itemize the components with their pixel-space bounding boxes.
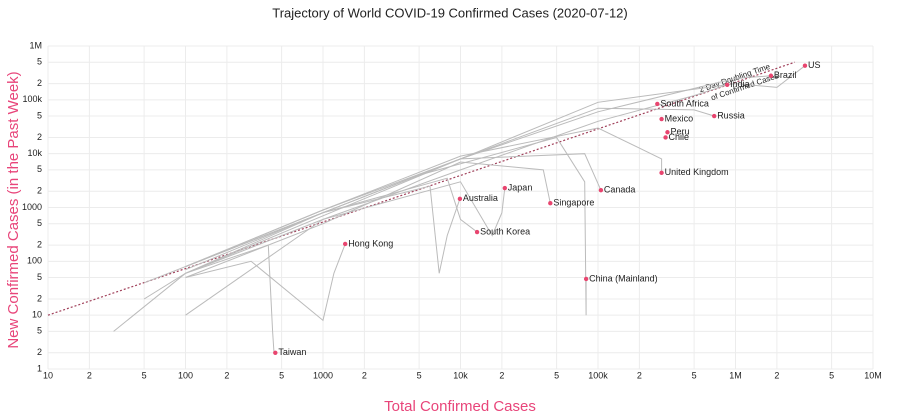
country-point xyxy=(663,135,668,140)
y-tick-label: 2 xyxy=(37,293,42,303)
country-label: Chile xyxy=(669,132,690,142)
x-tick-label: 10k xyxy=(453,370,468,380)
country-label: US xyxy=(808,60,821,70)
x-tick-label: 10 xyxy=(43,370,53,380)
x-tick-label: 100k xyxy=(588,370,608,380)
reference-line xyxy=(47,61,796,316)
y-tick-label: 1M xyxy=(29,40,42,50)
x-tick-label: 2 xyxy=(87,370,92,380)
y-tick-label: 2 xyxy=(37,240,42,250)
x-tick-label: 1000 xyxy=(313,370,333,380)
x-tick-label: 2 xyxy=(637,370,642,380)
x-tick-label: 5 xyxy=(142,370,147,380)
country-label: Japan xyxy=(508,182,533,192)
y-tick-label: 1 xyxy=(37,363,42,373)
country-label: Singapore xyxy=(553,198,594,208)
x-tick-label: 2 xyxy=(362,370,367,380)
country-point xyxy=(724,82,730,88)
y-tick-label: 2 xyxy=(37,132,42,142)
x-tick-label: 5 xyxy=(692,370,697,380)
country-label: Australia xyxy=(463,193,498,203)
x-axis-label: Total Confirmed Cases xyxy=(384,398,536,415)
x-tick-label: 5 xyxy=(829,370,834,380)
country-point xyxy=(768,73,774,78)
country-point xyxy=(659,116,664,122)
x-tick-label: 1M xyxy=(729,370,742,380)
country-label: South Africa xyxy=(660,98,709,108)
country-point xyxy=(457,196,463,202)
country-point xyxy=(273,350,278,355)
country-label: India xyxy=(730,79,750,89)
country-point xyxy=(583,276,589,282)
y-tick-label: 5 xyxy=(37,326,42,336)
country-point xyxy=(474,229,480,235)
y-tick-label: 2 xyxy=(37,347,42,357)
trajectory-line xyxy=(185,185,461,274)
country-point xyxy=(342,241,348,247)
country-label: Canada xyxy=(604,185,636,195)
y-tick-label: 100 xyxy=(27,256,42,266)
chart-title: Trajectory of World COVID-19 Confirmed C… xyxy=(272,5,627,20)
country-label: South Korea xyxy=(480,226,530,236)
country-label: United Kingdom xyxy=(665,167,729,177)
y-tick-label: 10 xyxy=(32,310,42,320)
trajectory-line xyxy=(185,181,506,316)
y-tick-label: 100k xyxy=(22,94,42,104)
y-tick-label: 2 xyxy=(37,78,42,88)
y-tick-label: 5 xyxy=(37,218,42,228)
country-label: Russia xyxy=(717,110,745,120)
country-point xyxy=(598,187,604,193)
country-point xyxy=(548,201,553,206)
x-tick-label: 2 xyxy=(224,370,229,380)
country-label: Hong Kong xyxy=(348,238,393,248)
trajectory-line xyxy=(185,243,346,322)
country-point xyxy=(659,170,664,176)
trajectory-line xyxy=(185,153,602,268)
country-point xyxy=(712,113,717,119)
x-tick-label: 5 xyxy=(279,370,284,380)
x-tick-label: 2 xyxy=(499,370,504,380)
country-point xyxy=(802,63,808,68)
trajectory-line xyxy=(185,127,663,268)
trajectory-line xyxy=(185,161,551,278)
x-tick-label: 5 xyxy=(417,370,422,380)
x-tick-label: 5 xyxy=(554,370,559,380)
y-tick-label: 1000 xyxy=(22,202,42,212)
trajectory-line xyxy=(185,65,806,274)
country-point xyxy=(502,185,508,191)
y-tick-label: 5 xyxy=(37,272,42,282)
country-label: China (Mainland) xyxy=(589,273,658,283)
trajectory-line xyxy=(113,177,478,332)
trajectory-line xyxy=(185,84,728,274)
x-tick-label: 2 xyxy=(774,370,779,380)
country-label: Mexico xyxy=(665,113,694,123)
y-axis-label: New Confirmed Cases (in the Past Week) xyxy=(5,71,22,348)
y-tick-label: 10k xyxy=(27,148,42,158)
y-tick-label: 5 xyxy=(37,164,42,174)
country-point xyxy=(665,130,670,135)
country-label: Brazil xyxy=(774,70,797,80)
x-tick-label: 10M xyxy=(864,370,882,380)
country-point xyxy=(655,101,660,107)
y-tick-label: 5 xyxy=(37,57,42,67)
country-label: Peru xyxy=(670,127,689,137)
country-label: Taiwan xyxy=(278,347,306,357)
y-tick-label: 2 xyxy=(37,186,42,196)
x-tick-label: 100 xyxy=(178,370,193,380)
y-tick-label: 5 xyxy=(37,110,42,120)
